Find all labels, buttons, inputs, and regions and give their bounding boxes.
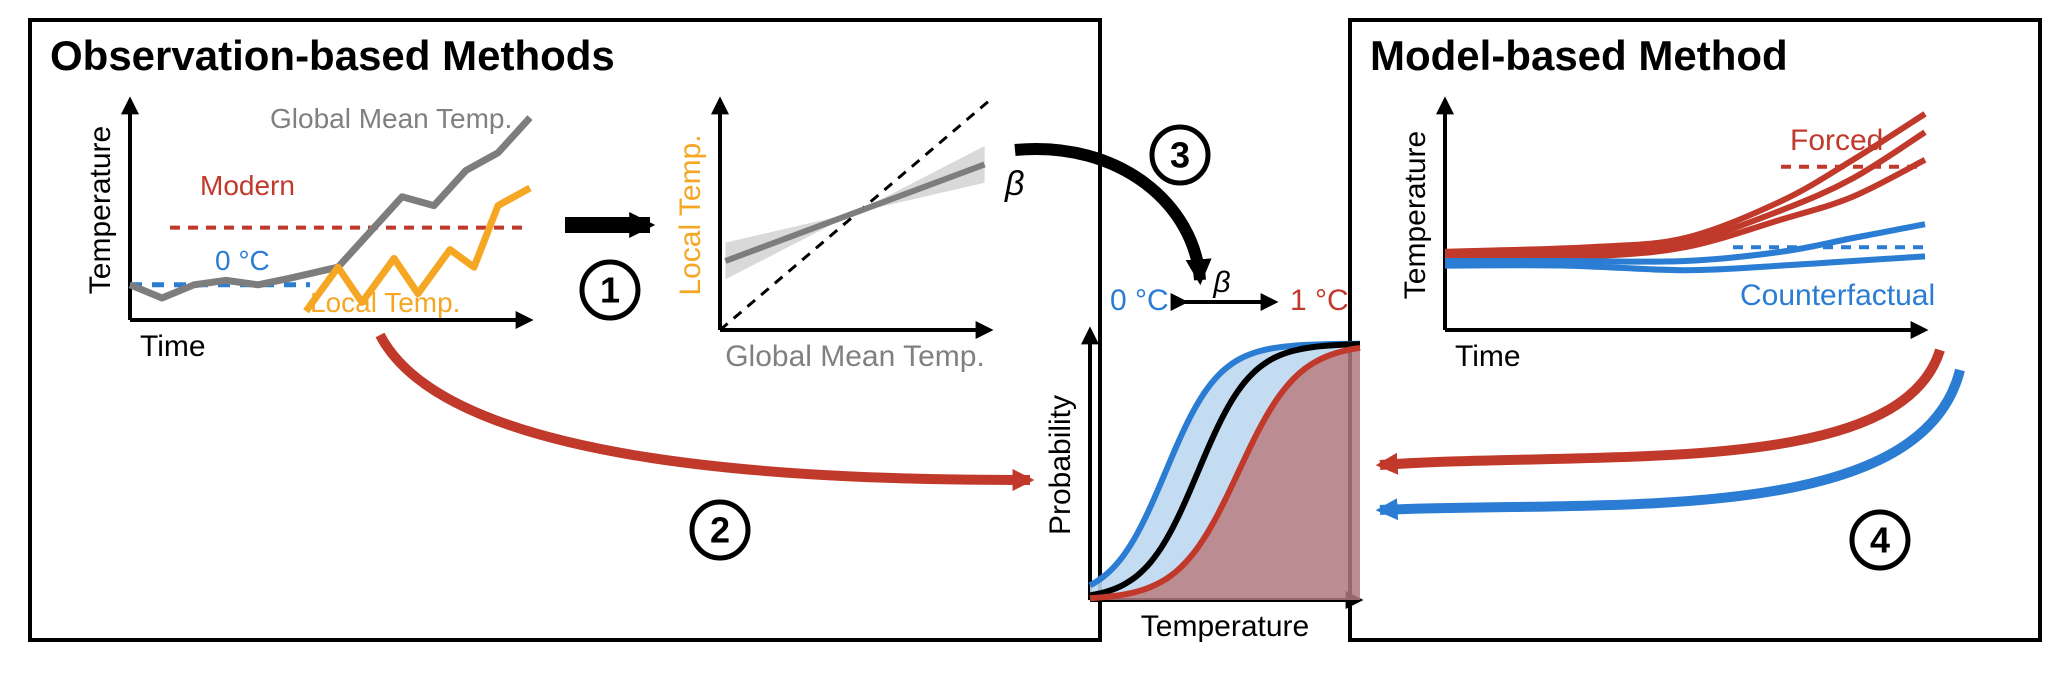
chart-model-ylabel: Temperature	[1399, 131, 1432, 299]
step-number-3: 3	[1170, 135, 1190, 176]
global-mean-line	[130, 118, 530, 298]
step-number-1: 1	[600, 270, 620, 311]
panel-observation-title: Observation-based Methods	[50, 32, 615, 79]
chart-timeseries: Temperature Time 0 °C Modern Global Mean Tem…	[84, 100, 530, 363]
chart-timeseries-xlabel: Time	[140, 330, 206, 363]
cdf-beta-label: β	[1212, 266, 1230, 299]
local-temp-label: Local Temp.	[310, 287, 460, 318]
chart-timeseries-ylabel: Temperature	[84, 126, 117, 294]
zero-label: 0 °C	[215, 245, 270, 276]
cdf-zero-label: 0 °C	[1110, 284, 1169, 317]
cdf-one-label: 1 °C	[1290, 284, 1349, 317]
chart-model: Temperature Time Forced Counterfactual	[1399, 100, 1935, 373]
panel-model-title: Model-based Method	[1370, 32, 1788, 79]
chart-cdf: Probability Temperature 0 °C 1 °C β	[1044, 266, 1360, 643]
chart-cdf-xlabel: Temperature	[1141, 610, 1309, 643]
forced-label: Forced	[1790, 124, 1883, 157]
chart-model-xlabel: Time	[1455, 340, 1521, 373]
chart-regression-xlabel: Global Mean Temp.	[725, 340, 985, 373]
global-mean-label: Global Mean Temp.	[270, 103, 512, 134]
chart-cdf-ylabel: Probability	[1044, 395, 1077, 535]
step-number-4: 4	[1870, 520, 1890, 561]
diagram-canvas: Observation-based Methods Model-based Met…	[0, 0, 2067, 675]
arrow-step4-blue	[1380, 370, 1960, 510]
chart-regression: Local Temp. Global Mean Temp. β	[674, 100, 1024, 373]
beta-label: β	[1004, 165, 1024, 203]
modern-label: Modern	[200, 170, 295, 201]
fit-line	[725, 164, 984, 261]
chart-regression-ylabel: Local Temp.	[674, 134, 707, 295]
step-number-2: 2	[710, 510, 730, 551]
counter-label: Counterfactual	[1740, 279, 1935, 312]
